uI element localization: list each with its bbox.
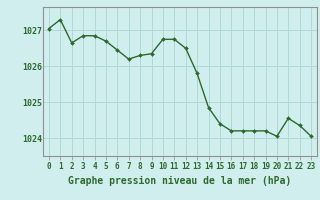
X-axis label: Graphe pression niveau de la mer (hPa): Graphe pression niveau de la mer (hPa)	[68, 176, 292, 186]
